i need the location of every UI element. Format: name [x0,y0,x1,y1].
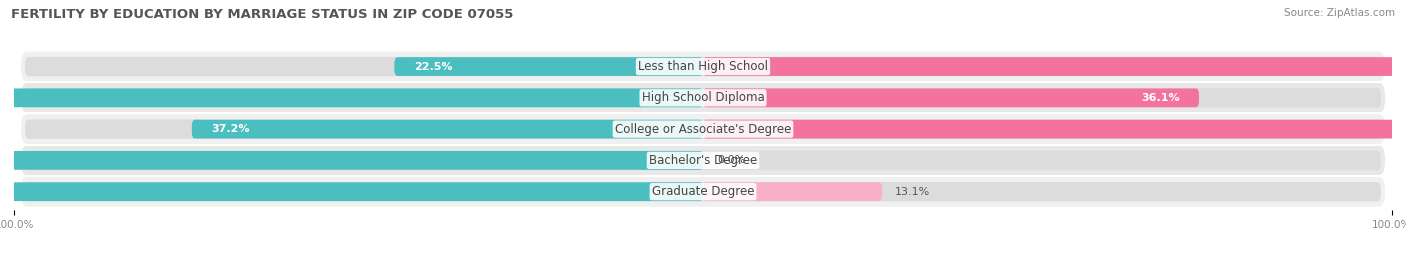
Text: 13.1%: 13.1% [894,187,929,197]
FancyBboxPatch shape [703,120,1406,139]
Text: 36.1%: 36.1% [1142,93,1180,103]
FancyBboxPatch shape [0,182,703,201]
FancyBboxPatch shape [21,145,1385,175]
Text: High School Diploma: High School Diploma [641,91,765,104]
FancyBboxPatch shape [25,182,1381,201]
FancyBboxPatch shape [21,83,1385,113]
Text: Less than High School: Less than High School [638,60,768,73]
FancyBboxPatch shape [703,89,1199,107]
FancyBboxPatch shape [0,151,703,170]
FancyBboxPatch shape [25,119,1381,139]
FancyBboxPatch shape [21,177,1385,207]
FancyBboxPatch shape [25,57,1381,76]
Text: College or Associate's Degree: College or Associate's Degree [614,123,792,136]
FancyBboxPatch shape [191,120,703,139]
FancyBboxPatch shape [25,151,1381,170]
Text: 22.5%: 22.5% [413,62,453,72]
Text: 0.0%: 0.0% [717,155,745,165]
FancyBboxPatch shape [21,114,1385,144]
FancyBboxPatch shape [394,57,703,76]
FancyBboxPatch shape [703,182,882,201]
FancyBboxPatch shape [0,89,703,107]
Text: Bachelor's Degree: Bachelor's Degree [650,154,756,167]
Text: 37.2%: 37.2% [211,124,250,134]
FancyBboxPatch shape [21,52,1385,82]
FancyBboxPatch shape [25,88,1381,108]
Text: FERTILITY BY EDUCATION BY MARRIAGE STATUS IN ZIP CODE 07055: FERTILITY BY EDUCATION BY MARRIAGE STATU… [11,8,513,21]
Text: Graduate Degree: Graduate Degree [652,185,754,198]
Text: Source: ZipAtlas.com: Source: ZipAtlas.com [1284,8,1395,18]
FancyBboxPatch shape [703,57,1406,76]
